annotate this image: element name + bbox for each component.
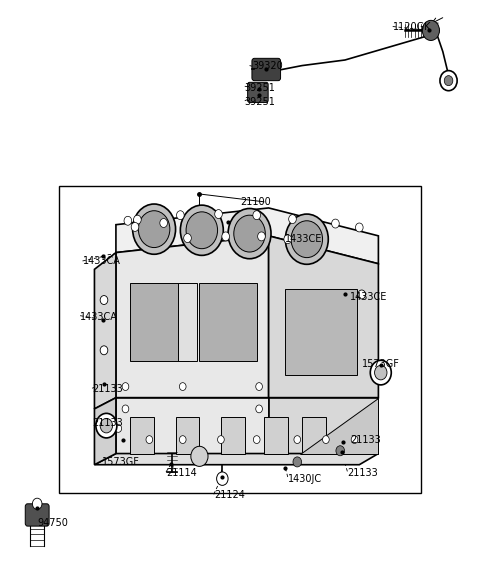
Circle shape xyxy=(358,290,365,299)
Bar xyxy=(221,417,245,453)
Circle shape xyxy=(177,211,184,220)
Circle shape xyxy=(122,405,129,413)
Polygon shape xyxy=(116,208,378,264)
Circle shape xyxy=(253,211,261,220)
Circle shape xyxy=(284,234,291,243)
Text: 1433CA: 1433CA xyxy=(80,312,118,322)
FancyBboxPatch shape xyxy=(252,58,281,81)
Text: 39320: 39320 xyxy=(252,61,283,71)
Circle shape xyxy=(374,365,387,380)
Circle shape xyxy=(217,436,224,444)
Text: 94750: 94750 xyxy=(37,518,68,528)
Circle shape xyxy=(291,221,323,257)
Circle shape xyxy=(180,383,186,390)
Bar xyxy=(130,283,188,361)
Polygon shape xyxy=(269,236,378,398)
Circle shape xyxy=(215,210,222,219)
Circle shape xyxy=(180,205,223,255)
Text: 1433CE: 1433CE xyxy=(285,233,323,243)
Text: 21100: 21100 xyxy=(240,197,271,208)
Circle shape xyxy=(184,233,192,242)
Text: 39251: 39251 xyxy=(245,97,276,107)
Circle shape xyxy=(444,76,453,86)
FancyBboxPatch shape xyxy=(248,82,268,103)
Text: 1573GF: 1573GF xyxy=(102,457,140,467)
Circle shape xyxy=(370,360,391,385)
Circle shape xyxy=(146,436,153,444)
Circle shape xyxy=(191,447,208,466)
Circle shape xyxy=(336,446,345,456)
Circle shape xyxy=(131,223,139,231)
Circle shape xyxy=(115,425,121,433)
Bar xyxy=(59,186,421,493)
Circle shape xyxy=(422,20,440,40)
Polygon shape xyxy=(95,252,116,409)
Polygon shape xyxy=(95,398,378,409)
Polygon shape xyxy=(95,453,378,465)
Circle shape xyxy=(222,232,229,241)
Circle shape xyxy=(356,223,363,232)
Polygon shape xyxy=(300,398,378,453)
Text: 21114: 21114 xyxy=(166,468,197,478)
Circle shape xyxy=(186,212,217,249)
Text: 39251: 39251 xyxy=(245,83,276,93)
Text: 1120GK: 1120GK xyxy=(393,21,431,31)
Circle shape xyxy=(351,436,358,444)
Circle shape xyxy=(323,436,329,444)
Circle shape xyxy=(332,219,339,228)
Text: 1433CE: 1433CE xyxy=(350,292,387,302)
Text: 1430JC: 1430JC xyxy=(288,473,322,484)
Circle shape xyxy=(256,405,263,413)
Bar xyxy=(130,417,154,453)
Bar xyxy=(176,417,199,453)
Bar xyxy=(285,289,357,375)
Text: 21133: 21133 xyxy=(348,468,378,478)
Circle shape xyxy=(160,219,168,227)
Circle shape xyxy=(180,436,186,444)
Circle shape xyxy=(124,217,132,225)
Polygon shape xyxy=(95,398,116,465)
Polygon shape xyxy=(269,398,378,453)
Circle shape xyxy=(228,209,271,259)
Circle shape xyxy=(100,346,108,355)
Circle shape xyxy=(100,296,108,305)
Text: 21133: 21133 xyxy=(92,418,123,428)
Circle shape xyxy=(440,71,457,91)
Circle shape xyxy=(96,413,117,438)
Circle shape xyxy=(122,383,129,390)
Circle shape xyxy=(294,436,300,444)
Text: 21133: 21133 xyxy=(92,384,123,394)
Circle shape xyxy=(216,472,228,485)
Bar xyxy=(302,417,326,453)
Text: 21133: 21133 xyxy=(350,435,381,445)
Circle shape xyxy=(33,498,42,509)
Text: 1573GF: 1573GF xyxy=(362,359,399,369)
Bar xyxy=(178,283,197,361)
Bar xyxy=(199,283,257,361)
Circle shape xyxy=(285,214,328,264)
Circle shape xyxy=(293,457,301,467)
Circle shape xyxy=(256,383,263,390)
Circle shape xyxy=(288,215,296,224)
Circle shape xyxy=(138,211,170,247)
Circle shape xyxy=(100,419,113,433)
Circle shape xyxy=(258,232,265,241)
Circle shape xyxy=(253,436,260,444)
Text: 21124: 21124 xyxy=(214,490,245,500)
Polygon shape xyxy=(116,398,269,453)
Text: 1433CA: 1433CA xyxy=(83,256,120,266)
FancyBboxPatch shape xyxy=(25,504,49,526)
Circle shape xyxy=(234,215,265,252)
Circle shape xyxy=(132,204,176,254)
Circle shape xyxy=(133,215,141,224)
Bar xyxy=(264,417,288,453)
Polygon shape xyxy=(116,236,269,398)
